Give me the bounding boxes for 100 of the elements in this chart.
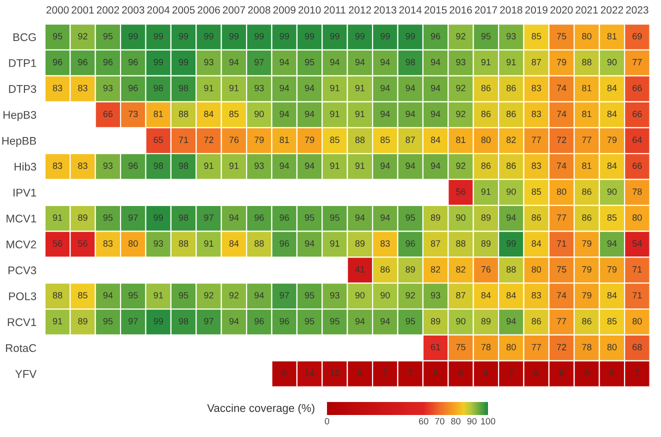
- x-tick-label: 2011: [324, 6, 346, 14]
- data-label: 85: [330, 136, 340, 144]
- data-label: 64: [632, 136, 642, 144]
- y-tick-label: RotaC: [6, 344, 36, 352]
- data-label: 96: [128, 58, 138, 66]
- data-label: 83: [78, 84, 88, 92]
- data-label: 66: [632, 162, 642, 169]
- data-label: 91: [355, 162, 365, 169]
- data-label: 96: [52, 58, 62, 66]
- data-label: 79: [254, 136, 264, 144]
- y-tick-label: POL3: [9, 292, 36, 300]
- data-label: 87: [430, 240, 440, 247]
- data-label: 56: [78, 240, 88, 247]
- data-label: 84: [607, 110, 617, 118]
- data-label: 71: [632, 292, 642, 298]
- data-label: 95: [304, 58, 314, 66]
- data-label: 79: [607, 136, 617, 144]
- data-label: 97: [280, 292, 289, 298]
- data-label: 80: [607, 344, 617, 350]
- color-bar-label: 90: [467, 418, 477, 424]
- x-tick-label: 2002: [96, 6, 120, 14]
- data-label: 81: [582, 110, 592, 118]
- data-label: 79: [607, 266, 617, 273]
- data-label: 78: [582, 344, 592, 350]
- data-label: 79: [557, 58, 566, 66]
- data-label: 84: [229, 240, 239, 247]
- data-label: 54: [632, 240, 642, 247]
- data-label: 86: [532, 318, 541, 324]
- data-label: 94: [304, 84, 314, 92]
- data-label: 75: [456, 344, 466, 350]
- data-label: 84: [481, 292, 491, 298]
- data-label: 72: [204, 136, 214, 143]
- x-tick-label: 2009: [273, 6, 296, 14]
- data-label: 96: [430, 33, 440, 40]
- data-label: 99: [506, 240, 516, 247]
- data-label: 84: [204, 110, 214, 118]
- data-label: 94: [380, 318, 390, 324]
- data-label: 96: [78, 58, 88, 66]
- data-label: 95: [103, 33, 113, 40]
- data-label: 91: [204, 162, 214, 169]
- data-label: 56: [52, 240, 62, 247]
- data-label: 83: [532, 292, 541, 298]
- data-label: 94: [330, 58, 340, 66]
- data-label: 75: [557, 266, 566, 273]
- data-label: 89: [355, 240, 365, 247]
- data-label: 98: [154, 162, 163, 169]
- x-tick-label: 2019: [525, 6, 548, 14]
- y-tick-label: RCV1: [8, 318, 36, 326]
- data-label: 92: [229, 292, 239, 298]
- data-label: 78: [481, 344, 491, 350]
- y-tick-label: IPV1: [14, 188, 36, 196]
- data-label: 86: [481, 110, 491, 118]
- data-label: 93: [456, 58, 466, 66]
- y-tick-label: BCG: [13, 33, 36, 42]
- data-label: 91: [355, 84, 365, 92]
- color-bar-label: 80: [451, 418, 460, 424]
- y-tick-label: DTP3: [9, 85, 36, 93]
- data-label: 98: [178, 214, 188, 221]
- y-tick-label: MCV2: [6, 240, 36, 248]
- data-label: 85: [229, 110, 239, 118]
- data-label: 94: [380, 110, 390, 118]
- data-label: 74: [557, 292, 566, 298]
- data-label: 81: [582, 84, 592, 92]
- data-label: 6: [458, 370, 463, 376]
- data-label: 99: [330, 33, 340, 40]
- data-label: 93: [254, 162, 264, 169]
- data-label: 94: [430, 162, 440, 169]
- data-label: 95: [330, 214, 340, 221]
- x-tick-label: 2003: [122, 6, 144, 14]
- x-tick-label: 2005: [172, 6, 195, 14]
- data-label: 96: [280, 318, 289, 324]
- data-label: 85: [532, 33, 542, 40]
- data-label: 93: [330, 292, 340, 298]
- data-label: 91: [229, 162, 239, 169]
- y-tick-label: HepB3: [4, 110, 36, 122]
- data-label: 80: [582, 33, 592, 40]
- data-label: 74: [557, 162, 566, 169]
- data-label: 96: [103, 58, 113, 66]
- data-label: 79: [582, 240, 592, 247]
- data-label: 81: [582, 162, 592, 169]
- data-label: 91: [330, 240, 340, 247]
- data-label: 96: [128, 84, 138, 92]
- data-label: 91: [204, 240, 214, 247]
- data-label: 73: [128, 110, 138, 118]
- data-label: 83: [52, 162, 62, 169]
- data-label: 83: [103, 240, 113, 247]
- data-label: 68: [632, 344, 642, 350]
- x-tick-label: 2008: [248, 6, 270, 14]
- data-label: 98: [178, 84, 188, 92]
- color-bar-label: 0: [324, 418, 330, 424]
- data-label: 95: [406, 318, 415, 324]
- data-label: 90: [254, 110, 264, 118]
- data-label: 72: [557, 344, 566, 350]
- data-label: 99: [178, 33, 188, 40]
- data-label: 94: [254, 292, 264, 298]
- x-tick-label: 2006: [198, 6, 220, 14]
- data-label: 76: [481, 266, 491, 273]
- data-label: 94: [229, 318, 239, 324]
- data-label: 79: [304, 136, 314, 144]
- data-label: 8: [358, 370, 362, 376]
